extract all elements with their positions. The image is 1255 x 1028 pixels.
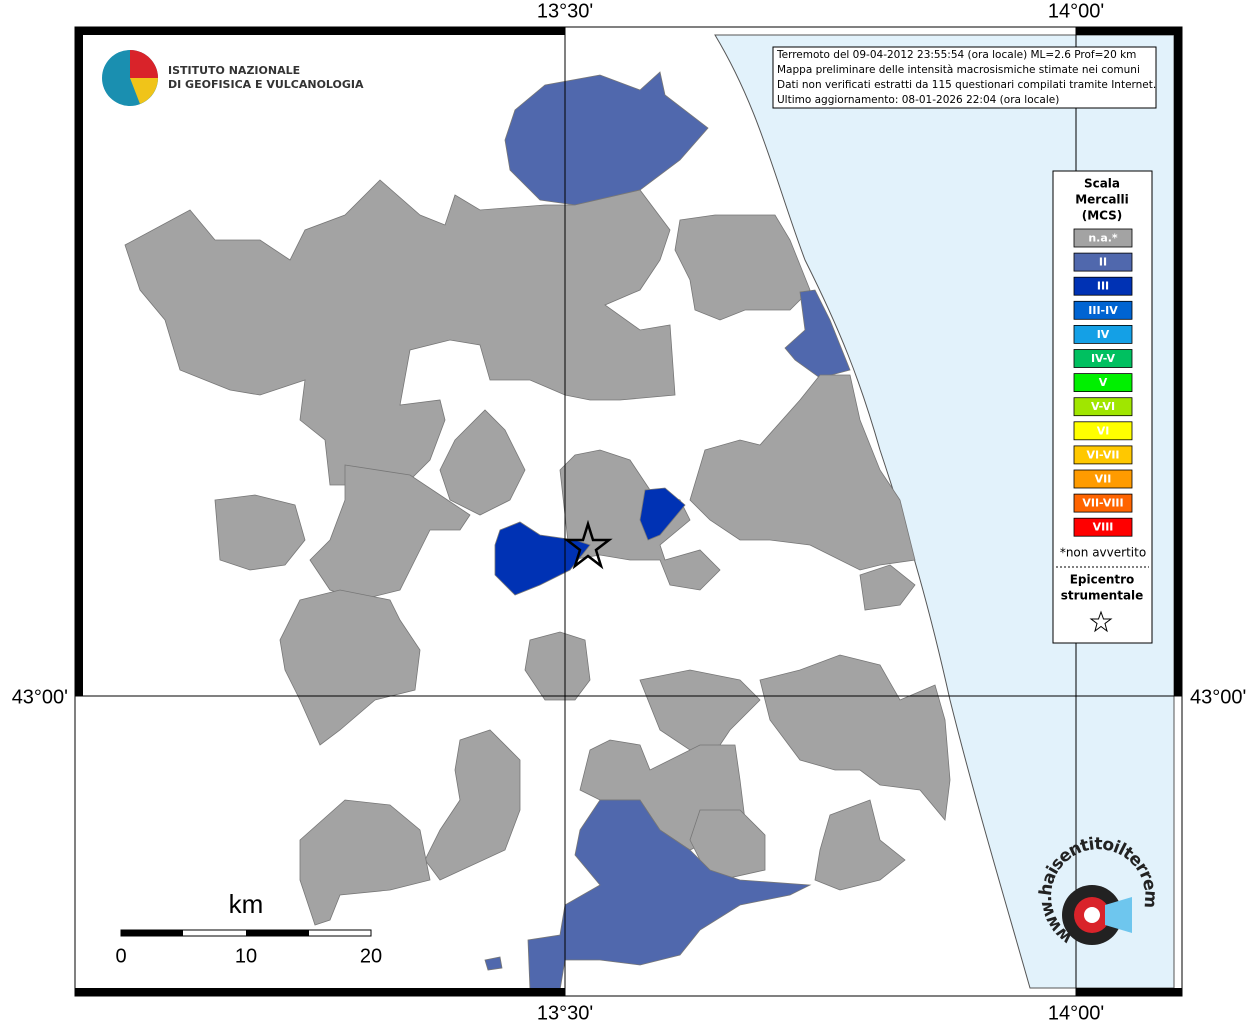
logo-text: DI GEOFISICA E VULCANOLOGIA: [168, 78, 364, 91]
legend-label: IV-V: [1091, 352, 1116, 365]
muni: [524, 631, 591, 701]
legend-swatch: [1073, 324, 1133, 344]
legend-swatch: [1073, 276, 1133, 296]
legend-swatch: [1073, 469, 1133, 489]
info-box: [772, 46, 1157, 109]
scale-seg: [246, 930, 309, 936]
lat-label: 43°00': [1190, 686, 1246, 708]
muni: [639, 669, 761, 751]
legend-label: VII-VIII: [1082, 497, 1123, 510]
lon-label: 13°30': [537, 1002, 593, 1024]
legend-swatch: [1073, 493, 1133, 513]
scale-bar: km 0 10 20: [115, 889, 382, 967]
legend-epicenter: Epicentro: [1070, 573, 1135, 587]
legend-label: III-IV: [1088, 304, 1118, 317]
info-line: Dati non verificati estratti da 115 ques…: [777, 79, 1156, 91]
muni-iii: [639, 487, 686, 541]
wm-circle: [1084, 907, 1100, 923]
lon-label: 14°00': [1048, 1002, 1104, 1024]
bar: [75, 988, 565, 996]
muni: [424, 729, 521, 881]
legend-label: V-VI: [1091, 400, 1115, 413]
muni: [279, 589, 421, 746]
muni: [299, 799, 431, 926]
bar: [1076, 27, 1182, 35]
logo-text: ISTITUTO NAZIONALE: [168, 64, 300, 77]
muni: [689, 809, 766, 881]
scale-seg: [121, 930, 183, 936]
legend-title: (MCS): [1082, 209, 1123, 223]
legend-star: [1089, 610, 1113, 633]
bar: [75, 27, 565, 35]
scale-tick: 0: [115, 945, 126, 967]
legend-epicenter: strumentale: [1061, 589, 1144, 603]
wm-speaker: [1105, 897, 1132, 933]
logo: ISTITUTO NAZIONALE DI GEOFISICA E VULCAN…: [102, 50, 364, 106]
legend-swatch: [1073, 397, 1133, 417]
legend-swatch: [1073, 517, 1133, 537]
scale-unit: km: [229, 889, 264, 919]
legend-swatch: [1073, 228, 1133, 248]
legend-label: II: [1099, 256, 1107, 269]
lat-label: 43°00': [12, 686, 68, 708]
bar: [1076, 988, 1182, 996]
info-line: Ultimo aggiornamento: 08-01-2026 22:04 (…: [777, 94, 1059, 106]
info-line: Mappa preliminare delle intensità macros…: [777, 64, 1140, 76]
muni: [674, 214, 811, 321]
muni: [309, 464, 471, 601]
lon-label: 13°30': [537, 0, 593, 22]
muni: [814, 799, 906, 891]
muni-ii: [504, 71, 709, 206]
legend-swatch: [1073, 373, 1133, 393]
logo-part: [130, 78, 158, 104]
info-text: Terremoto del 09-04-2012 23:55:54 (ora l…: [776, 49, 1156, 106]
muni: [214, 494, 306, 571]
frame-bars: [75, 27, 1182, 996]
legend-label: VI-VII: [1086, 448, 1119, 461]
muni-cluster: [124, 179, 676, 486]
legend-title: Scala: [1084, 177, 1120, 191]
legend-label: III: [1097, 280, 1109, 293]
muni: [859, 564, 916, 611]
legend-title: Mercalli: [1075, 193, 1129, 207]
legend-label: VII: [1095, 473, 1112, 486]
epicenter: [563, 519, 613, 570]
info-line: Terremoto del 09-04-2012 23:55:54 (ora l…: [776, 49, 1136, 61]
muni: [689, 374, 916, 571]
logo-part: [130, 50, 158, 78]
legend-swatch: [1073, 300, 1133, 320]
legend-swatch: [1073, 252, 1133, 272]
municipalities: [124, 71, 951, 991]
legend-label: VI: [1097, 424, 1110, 437]
muni: [439, 409, 526, 516]
legend: ScalaMercalli(MCS)n.a.*IIIIIIII-IVIVIV-V…: [1056, 177, 1149, 633]
legend-swatch: [1073, 421, 1133, 441]
bar: [75, 27, 83, 696]
legend-label: n.a.*: [1088, 232, 1118, 245]
legend-label: IV: [1097, 328, 1110, 341]
legend-swatch: [1073, 349, 1133, 368]
scale-tick: 10: [235, 945, 257, 967]
legend-label: VIII: [1093, 521, 1114, 534]
lon-label: 14°00': [1048, 0, 1104, 22]
legend-swatch: [1073, 445, 1133, 465]
scale-tick: 20: [360, 945, 382, 967]
legend-note: *non avvertito: [1060, 546, 1146, 560]
legend-label: V: [1099, 376, 1108, 389]
bar: [1174, 27, 1182, 696]
muni-ii: [484, 956, 503, 971]
muni-ii: [527, 799, 812, 991]
